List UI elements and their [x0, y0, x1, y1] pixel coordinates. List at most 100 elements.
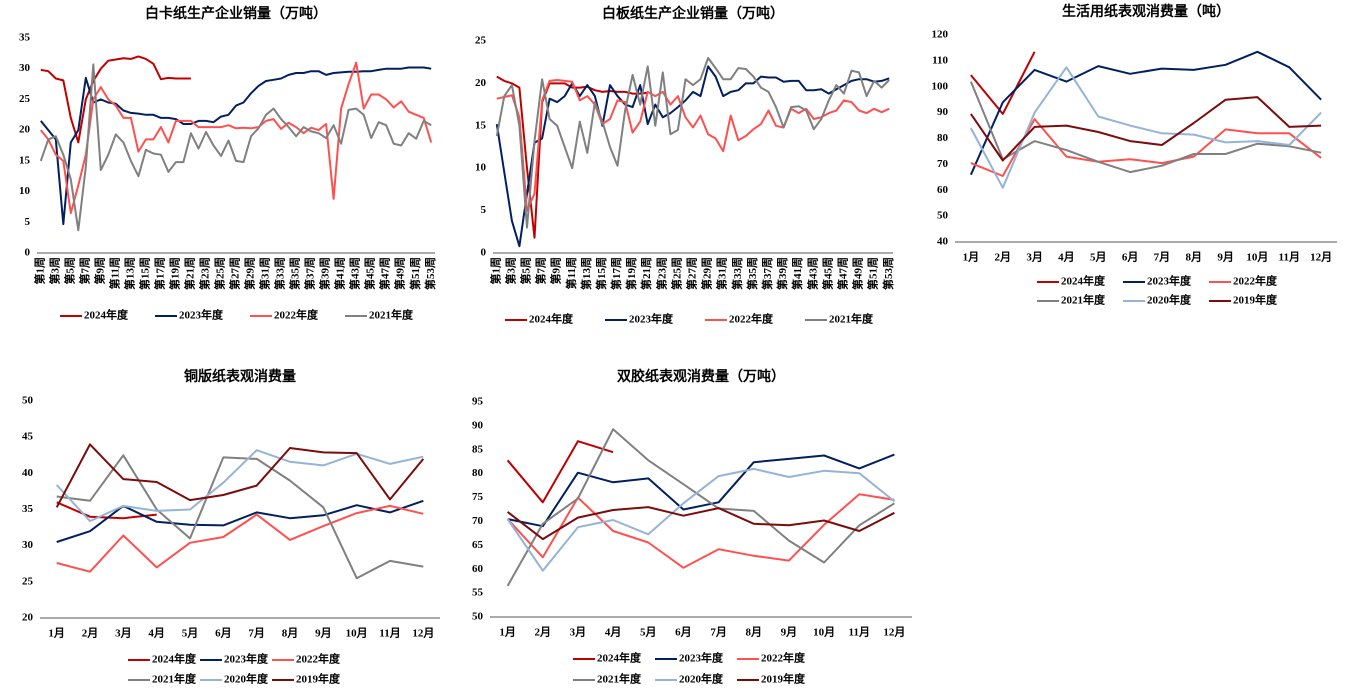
- x-tick-label: 第9周: [92, 257, 106, 285]
- x-tick-label: 7月: [1154, 251, 1171, 264]
- x-tick-label: 第29周: [243, 257, 257, 290]
- x-tick-label: 3月: [115, 627, 132, 640]
- x-tick-label: 第53周: [423, 257, 437, 290]
- legend-label: 2019年度: [296, 672, 341, 686]
- x-tick-label: 第9周: [549, 257, 563, 285]
- x-tick-label: 第37周: [303, 257, 317, 290]
- legend-label: 2019年度: [1233, 293, 1278, 307]
- y-tick-label: 100: [932, 80, 949, 92]
- x-tick-label: 第35周: [288, 257, 302, 290]
- x-tick-label: 第7周: [77, 257, 91, 285]
- y-tick-label: 20: [22, 612, 34, 624]
- x-tick-label: 5月: [1090, 251, 1107, 264]
- x-tick-label: 第47周: [378, 257, 392, 290]
- x-tick-label: 1月: [48, 627, 65, 640]
- x-tick-label: 9月: [315, 627, 332, 640]
- x-tick-label: 第5周: [518, 257, 532, 285]
- x-tick-label: 第17周: [609, 257, 623, 290]
- x-tick-label: 第29周: [700, 257, 714, 290]
- x-tick-label: 10月: [813, 626, 835, 639]
- y-tick-label: 85: [472, 443, 484, 455]
- x-tick-label: 6月: [215, 627, 232, 640]
- series-line: [506, 440, 614, 504]
- x-tick-label: 3月: [570, 626, 587, 639]
- x-tick-label: 第11周: [107, 257, 121, 289]
- series-line: [970, 118, 1322, 177]
- y-tick-label: 90: [472, 419, 484, 431]
- x-tick-label: 第51周: [866, 257, 880, 290]
- x-tick-label: 12月: [883, 626, 905, 639]
- legend-label: 2024年度: [529, 312, 574, 326]
- x-tick-label: 12月: [412, 627, 434, 640]
- y-tick-label: 60: [937, 184, 949, 196]
- x-tick-label: 第33周: [273, 257, 287, 290]
- series-line: [970, 66, 1322, 189]
- legend-label: 2022年度: [274, 308, 319, 322]
- x-tick-label: 第49周: [851, 257, 865, 290]
- y-tick-label: 20: [19, 124, 31, 136]
- x-tick-label: 4月: [605, 626, 622, 639]
- legend-label: 2021年度: [369, 308, 414, 322]
- x-tick-label: 8月: [746, 626, 763, 639]
- y-tick-label: 40: [22, 467, 34, 479]
- x-tick-label: 第15周: [137, 257, 151, 290]
- series-line: [970, 96, 1322, 162]
- x-tick-label: 8月: [1186, 251, 1203, 264]
- x-tick-label: 10月: [1246, 251, 1268, 264]
- series-line: [969, 50, 1322, 176]
- legend-label: 2021年度: [152, 672, 197, 686]
- x-tick-label: 1月: [963, 251, 980, 264]
- x-tick-label: 4月: [1058, 251, 1075, 264]
- y-tick-label: 90: [937, 106, 949, 118]
- series-line: [40, 61, 433, 215]
- y-tick-label: 10: [475, 162, 487, 174]
- y-tick-label: 20: [475, 77, 487, 89]
- x-tick-label: 6月: [675, 626, 692, 639]
- x-tick-label: 第25周: [213, 257, 227, 290]
- y-tick-label: 60: [472, 563, 484, 575]
- x-tick-label: 第11周: [564, 257, 578, 289]
- x-tick-label: 第41周: [790, 257, 804, 290]
- series-line: [506, 506, 895, 541]
- y-tick-label: 35: [22, 503, 34, 515]
- y-tick-label: 15: [19, 154, 31, 166]
- x-tick-label: 第49周: [393, 257, 407, 290]
- x-tick-label: 7月: [248, 627, 265, 640]
- x-tick-label: 8月: [282, 627, 299, 640]
- x-tick-label: 第19周: [624, 257, 638, 290]
- x-tick-label: 11月: [379, 627, 400, 640]
- y-tick-label: 50: [472, 611, 484, 623]
- series-line: [969, 81, 1322, 174]
- x-tick-label: 第41周: [333, 257, 347, 290]
- series-line: [40, 66, 432, 226]
- series-line: [40, 55, 191, 144]
- x-tick-label: 1月: [499, 626, 516, 639]
- legend-label: 2021年度: [597, 672, 642, 686]
- series-line: [39, 63, 432, 232]
- series-line: [495, 57, 890, 229]
- y-tick-label: 70: [472, 515, 484, 527]
- x-tick-label: 第25周: [669, 257, 683, 290]
- series-line: [506, 493, 895, 569]
- x-tick-label: 2月: [82, 627, 99, 640]
- x-tick-label: 第21周: [639, 257, 653, 290]
- series-line: [507, 453, 895, 528]
- x-tick-label: 第37周: [760, 257, 774, 290]
- series-line: [56, 504, 424, 573]
- legend-label: 2020年度: [224, 672, 269, 686]
- x-tick-label: 第39周: [775, 257, 789, 290]
- series-line: [56, 501, 157, 520]
- x-tick-label: 5月: [640, 626, 657, 639]
- legend-label: 2024年度: [84, 308, 129, 322]
- y-tick-label: 120: [932, 29, 949, 41]
- x-tick-label: 第21周: [182, 257, 196, 290]
- legend-label: 2024年度: [152, 652, 197, 666]
- y-tick-label: 55: [472, 587, 484, 599]
- x-tick-label: 第43周: [805, 257, 819, 290]
- y-tick-label: 10: [19, 185, 31, 197]
- series-line: [55, 443, 425, 508]
- x-tick-label: 第33周: [730, 257, 744, 290]
- x-tick-label: 第39周: [318, 257, 332, 290]
- legend-label: 2020年度: [1147, 293, 1192, 307]
